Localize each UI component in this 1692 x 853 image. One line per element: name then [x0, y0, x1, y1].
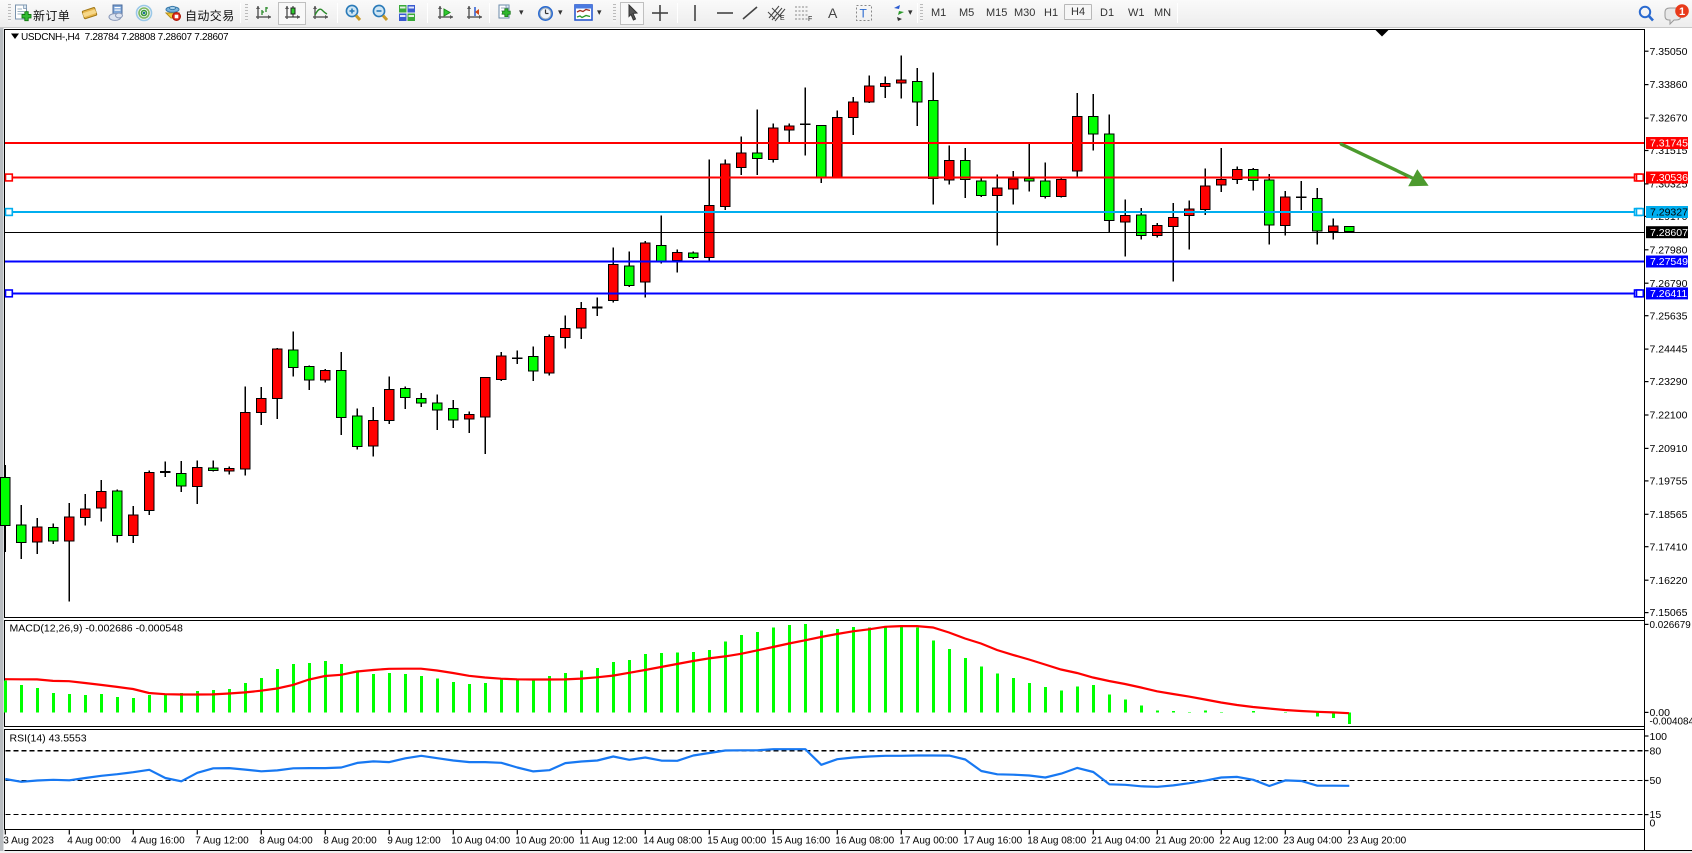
svg-text:4 Aug 16:00: 4 Aug 16:00 [131, 836, 185, 847]
svg-text:18 Aug 08:00: 18 Aug 08:00 [1027, 836, 1086, 847]
svg-text:7.24445: 7.24445 [1650, 344, 1688, 356]
svg-text:0.026679: 0.026679 [1650, 620, 1692, 631]
svg-text:USDCNH-,H4 7.28784 7.28808 7.: USDCNH-,H4 7.28784 7.28808 7.28607 7.286… [21, 32, 229, 43]
svg-text:8 Aug 04:00: 8 Aug 04:00 [259, 836, 313, 847]
svg-text:17 Aug 00:00: 17 Aug 00:00 [899, 836, 958, 847]
svg-text:15 Aug 00:00: 15 Aug 00:00 [707, 836, 766, 847]
svg-text:17 Aug 16:00: 17 Aug 16:00 [963, 836, 1022, 847]
svg-text:E: E [780, 15, 785, 22]
svg-text:23 Aug 20:00: 23 Aug 20:00 [1347, 836, 1406, 847]
svg-text:T: T [860, 7, 868, 21]
svg-text:15: 15 [1650, 809, 1662, 821]
svg-text:10 Aug 04:00: 10 Aug 04:00 [451, 836, 510, 847]
svg-text:22 Aug 12:00: 22 Aug 12:00 [1219, 836, 1278, 847]
svg-text:7.15065: 7.15065 [1650, 607, 1688, 619]
svg-text:F: F [808, 16, 812, 22]
svg-text:4 Aug 00:00: 4 Aug 00:00 [67, 836, 121, 847]
svg-text:0: 0 [1650, 818, 1656, 830]
svg-text:21 Aug 20:00: 21 Aug 20:00 [1155, 836, 1214, 847]
svg-text:7.25635: 7.25635 [1650, 310, 1688, 322]
svg-text:7.18565: 7.18565 [1650, 509, 1688, 521]
svg-text:16 Aug 08:00: 16 Aug 08:00 [835, 836, 894, 847]
svg-text:80: 80 [1650, 745, 1662, 757]
svg-text:14 Aug 08:00: 14 Aug 08:00 [643, 836, 702, 847]
svg-text:9 Aug 12:00: 9 Aug 12:00 [387, 836, 441, 847]
svg-text:7.20910: 7.20910 [1650, 443, 1688, 455]
svg-text:7.32670: 7.32670 [1650, 113, 1688, 125]
svg-text:7.26790: 7.26790 [1650, 278, 1688, 290]
svg-text:A: A [828, 5, 838, 21]
svg-text:7.26411: 7.26411 [1650, 288, 1687, 300]
svg-text:7.23290: 7.23290 [1650, 376, 1688, 388]
svg-text:7.33860: 7.33860 [1650, 79, 1688, 91]
svg-text:7.27980: 7.27980 [1650, 244, 1688, 256]
svg-text:7.31745: 7.31745 [1650, 138, 1688, 150]
svg-text:7.35050: 7.35050 [1650, 46, 1688, 58]
svg-text:7.17410: 7.17410 [1650, 541, 1688, 553]
svg-text:7.28607: 7.28607 [1650, 227, 1688, 239]
svg-text:RSI(14) 43.5553: RSI(14) 43.5553 [10, 733, 87, 745]
svg-text:7.16220: 7.16220 [1650, 575, 1688, 587]
svg-text:7.29327: 7.29327 [1650, 207, 1688, 219]
svg-text:7.19755: 7.19755 [1650, 476, 1688, 488]
svg-text:21 Aug 04:00: 21 Aug 04:00 [1091, 836, 1150, 847]
svg-text:7.27549: 7.27549 [1650, 256, 1688, 268]
svg-text:11 Aug 12:00: 11 Aug 12:00 [579, 836, 638, 847]
svg-text:15 Aug 16:00: 15 Aug 16:00 [771, 836, 830, 847]
svg-text:100: 100 [1650, 731, 1668, 743]
svg-text:50: 50 [1650, 775, 1662, 787]
svg-text:8 Aug 20:00: 8 Aug 20:00 [323, 836, 377, 847]
svg-text:7 Aug 12:00: 7 Aug 12:00 [195, 836, 249, 847]
svg-text:MACD(12,26,9) -0.002686 -0.000: MACD(12,26,9) -0.002686 -0.000548 [10, 623, 184, 635]
svg-text:7.22100: 7.22100 [1650, 410, 1688, 422]
svg-text:0.00: 0.00 [1650, 707, 1671, 719]
svg-text:23 Aug 04:00: 23 Aug 04:00 [1283, 836, 1342, 847]
svg-text:-0.004084: -0.004084 [1650, 716, 1692, 727]
svg-text:3 Aug 2023: 3 Aug 2023 [3, 836, 54, 847]
svg-text:10 Aug 20:00: 10 Aug 20:00 [515, 836, 574, 847]
svg-text:1: 1 [1679, 6, 1685, 18]
svg-text:7.30536: 7.30536 [1650, 172, 1688, 184]
